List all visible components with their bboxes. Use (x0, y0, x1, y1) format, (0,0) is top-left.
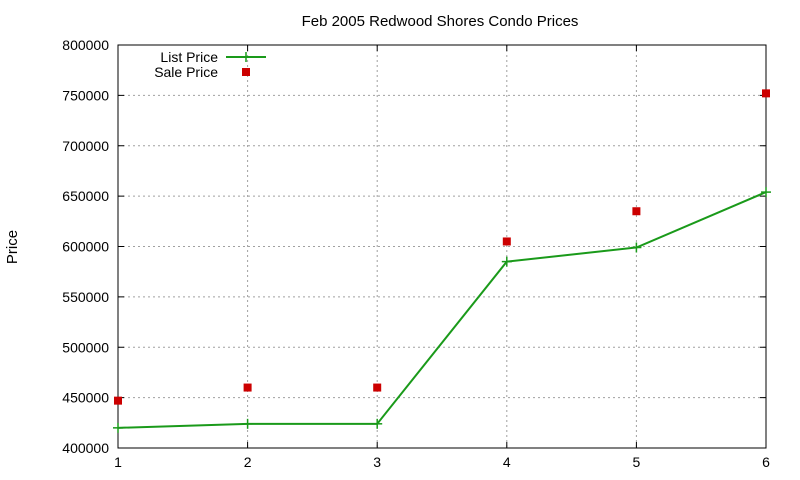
list-price-point (372, 418, 383, 429)
y-tick-label: 550000 (62, 289, 109, 305)
y-tick-label: 500000 (62, 339, 109, 355)
legend-label-sale-price: Sale Price (154, 64, 218, 80)
list-price-point (501, 256, 512, 267)
list-price-point (113, 422, 123, 433)
y-axis-label: Price (4, 230, 21, 264)
sale-price-series (114, 89, 770, 405)
x-tick-label: 4 (503, 454, 511, 470)
x-tick-label: 6 (762, 454, 770, 470)
y-tick-label: 650000 (62, 188, 109, 204)
list-price-point (242, 418, 253, 429)
list-price-point (761, 187, 771, 198)
y-tick-label: 450000 (62, 390, 109, 406)
y-tick-label: 600000 (62, 239, 109, 255)
legend-marker-sale-price (242, 68, 250, 76)
x-tick-label: 1 (114, 454, 122, 470)
sale-price-point (243, 383, 252, 392)
sale-price-point (373, 383, 382, 392)
y-tick-label: 800000 (62, 37, 109, 53)
sale-price-point (632, 207, 641, 216)
x-tick-label: 3 (373, 454, 381, 470)
y-tick-label: 700000 (62, 138, 109, 154)
grid-lines (118, 45, 766, 448)
sale-price-point (762, 89, 770, 98)
sale-price-point (114, 396, 122, 405)
plot-frame (117, 44, 767, 449)
list-price-point (631, 242, 642, 253)
x-tick-label: 5 (633, 454, 641, 470)
legend-label-list-price: List Price (160, 49, 218, 65)
tick-labels: 1 2 3 4 5 6 400000 450000 500000 550000 600000 6500… (62, 37, 770, 470)
y-tick-label: 400000 (62, 440, 109, 456)
x-tick-label: 2 (244, 454, 252, 470)
list-price-line (117, 191, 767, 429)
legend-marker-list-price (241, 52, 251, 62)
sale-price-point (502, 237, 511, 246)
list-price-series (113, 187, 771, 433)
chart-title: Feb 2005 Redwood Shores Condo Prices (302, 13, 579, 30)
data-series (113, 89, 771, 433)
y-tick-label: 750000 (62, 87, 109, 103)
